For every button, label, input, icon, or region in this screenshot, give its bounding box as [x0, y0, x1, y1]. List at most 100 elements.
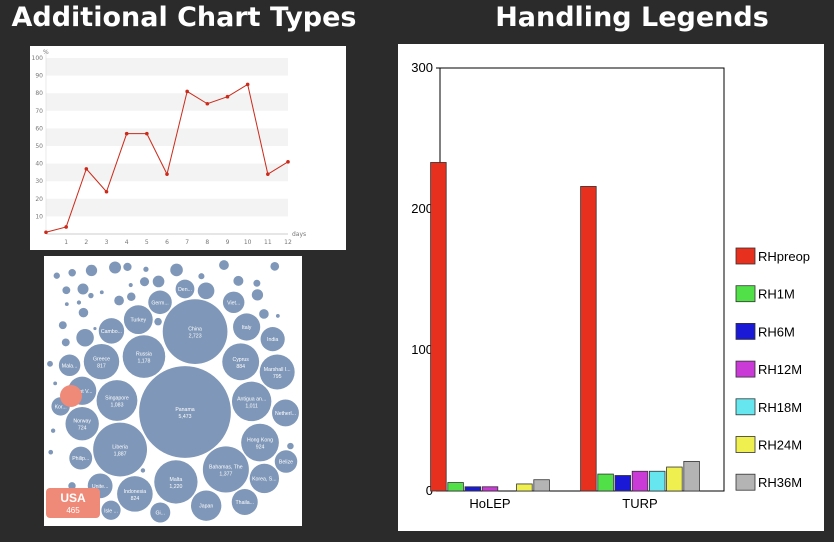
bar [580, 186, 597, 492]
bubble-value: 924 [256, 445, 265, 451]
bubble-label: Russia [136, 352, 152, 358]
legend-label: RH18M [758, 400, 802, 415]
legend-swatch [735, 247, 756, 265]
x-tick-label: 4 [125, 239, 129, 246]
bubble-label: Cambo... [101, 329, 122, 335]
bubble-circle [259, 354, 295, 390]
bubble-circle [197, 282, 215, 300]
bubble-label: Viet... [227, 300, 240, 306]
data-point [124, 131, 129, 136]
bubble-small [47, 360, 53, 367]
x-tick-label: TURP [622, 496, 657, 511]
bubble-small [76, 300, 82, 305]
bubble-small [61, 338, 70, 347]
bubble: Cambo... [98, 318, 125, 344]
bar [481, 486, 499, 492]
bubble-label: Thaila... [236, 500, 254, 506]
data-point [286, 160, 290, 164]
y-tick-label: 20 [35, 196, 43, 203]
bubble-circle [222, 291, 245, 314]
bubble-circle [175, 279, 195, 299]
x-tick-label: 10 [244, 239, 252, 246]
y-tick-label: 200 [411, 201, 433, 216]
bar [533, 479, 550, 492]
data-point [266, 172, 270, 176]
bubble-value: 1,220 [169, 484, 182, 490]
bubble-circle [231, 381, 272, 422]
x-tick-label: HoLEP [469, 496, 510, 511]
x-tick-label: 3 [105, 239, 109, 246]
bubble-small [99, 290, 104, 295]
x-tick-label: 9 [226, 239, 230, 246]
bubble-label: Greece [93, 357, 110, 363]
bubble-label: Gi... [156, 511, 166, 517]
line-chart-panel: 10 20 30 40 50 60 70 80 90 100 1 2 3 4 5 6 7 8 9 10 11 12% day… [30, 46, 346, 250]
bubble: Turkey [123, 305, 153, 335]
legend-label: RHpreop [758, 249, 810, 264]
bubble-label: Malta [170, 477, 183, 483]
grid-band [46, 198, 288, 217]
bubble-small [85, 264, 98, 277]
y-tick-label: 90 [35, 73, 43, 80]
bubble-value: 795 [273, 374, 282, 380]
bubble: Viet... [222, 291, 245, 314]
legend-swatch [735, 398, 756, 416]
bubble-label: Marshall I... [264, 367, 291, 373]
bubble-value: 1,887 [114, 452, 127, 458]
y-tick-label: 80 [35, 90, 43, 97]
bubble-small [275, 314, 280, 318]
bubble-circle [96, 380, 138, 421]
bubble [76, 328, 94, 347]
bubble-small [198, 273, 205, 280]
bar [614, 475, 632, 492]
bubble-value: 817 [97, 364, 106, 370]
bubble: Isle ... [101, 500, 121, 520]
y-tick-label: 60 [35, 125, 43, 132]
grid-band [46, 128, 288, 146]
bubble-label: Mala... [62, 363, 78, 369]
bubble-label: Unite... [92, 484, 108, 490]
bubble [197, 282, 215, 300]
bubble-small [170, 263, 183, 277]
x-tick-label: 8 [205, 239, 209, 246]
bubble-circle [76, 328, 94, 347]
bubble-small [154, 317, 162, 326]
x-tick-label: 12 [284, 239, 292, 246]
bubble-label: Norway [73, 419, 91, 425]
bubble: Antigua an...1,011 [231, 381, 272, 422]
bar [464, 486, 482, 492]
bubble: India [260, 327, 285, 352]
bubble-circle [122, 335, 166, 378]
bubble-label: China [188, 327, 202, 333]
highlight-value: 465 [66, 506, 80, 515]
legend-label: RH6M [758, 324, 795, 339]
legend-label: RH24M [758, 438, 802, 453]
bubble-small [93, 326, 97, 331]
bubble-small [50, 428, 56, 433]
bubble-circle [101, 500, 121, 520]
bubble-label: Antigua an... [237, 396, 266, 402]
bubble: Den... [175, 279, 195, 299]
bubble-value: 2,723 [189, 334, 202, 340]
highlight-label: USA [60, 491, 86, 505]
bubble-circle [69, 446, 93, 470]
bar [648, 470, 666, 492]
bubble-small [58, 321, 67, 330]
bubble: Italy [233, 313, 261, 341]
bubble-small [114, 295, 124, 306]
bubble-circle [139, 366, 231, 458]
bubble-small [62, 286, 71, 295]
x-tick-label: 2 [84, 239, 88, 246]
bar-chart: 0 100 200 300 HoLEP TURP RHpreop RH1M RH6M RH12M R… [411, 60, 810, 511]
bubble-small [251, 289, 264, 301]
bubble-label: Isle ... [104, 508, 118, 514]
bubble-circle [233, 313, 261, 341]
bubble-small [259, 309, 269, 319]
bubble-small [77, 283, 89, 295]
bubble-value: 884 [236, 364, 245, 370]
